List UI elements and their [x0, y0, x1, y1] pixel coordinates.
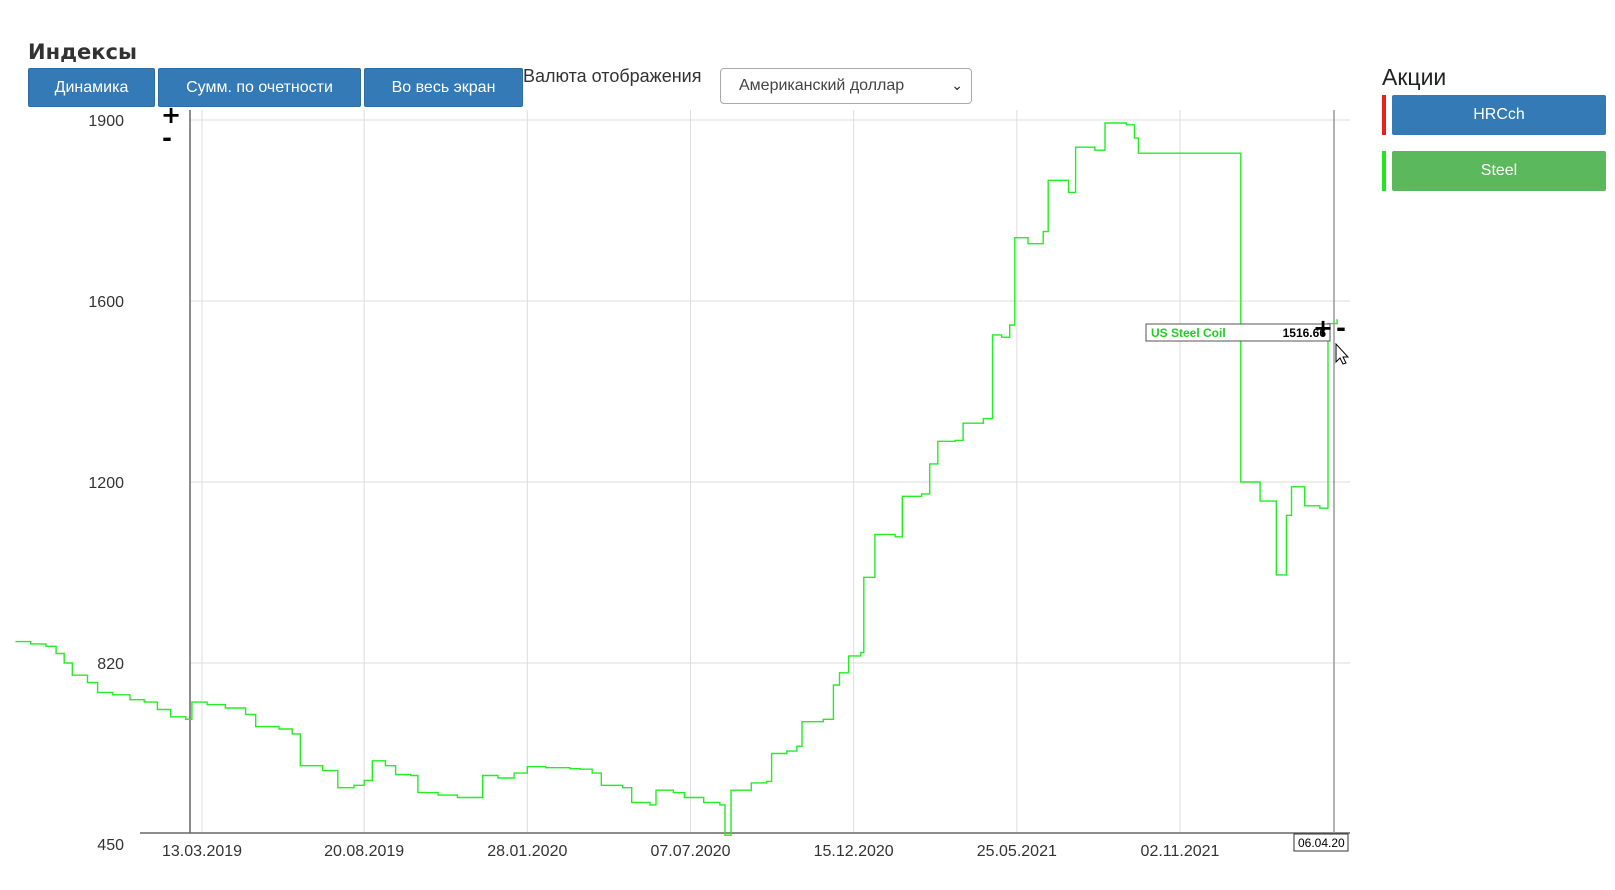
stock-item-steel[interactable]: Steel [1382, 151, 1606, 191]
y-tick-label: 1600 [88, 294, 124, 311]
y-tick-label: 450 [97, 837, 124, 854]
series-line-us-steel-coil[interactable] [15, 122, 1338, 836]
chart-grid [190, 110, 1350, 833]
stock-button-steel[interactable]: Steel [1392, 151, 1606, 191]
chevron-down-icon: ⌄ [951, 77, 963, 93]
x-tick-label: 02.11.2021 [1141, 843, 1220, 860]
tooltip: US Steel Coil 1516.66 [1145, 323, 1331, 342]
currency-select[interactable]: Американский доллар ⌄ [720, 68, 972, 104]
stock-color-flag [1382, 151, 1386, 191]
cursor-icon [1335, 342, 1350, 365]
tooltip-value: 1516.66 [1283, 326, 1327, 340]
y-tick-label: 1200 [88, 475, 124, 492]
x-tick-label: 28.01.2020 [487, 843, 567, 860]
x-tick-label: 13.03.2019 [162, 843, 242, 860]
x-axis-ticks: 13.03.2019 20.08.2019 28.01.2020 07.07.2020… [162, 843, 1220, 860]
x-tick-label: 15.12.2020 [814, 843, 894, 860]
zoom-in-icon[interactable]: + [161, 101, 181, 129]
sum-by-order-button[interactable]: Сумм. по очетности [158, 68, 361, 107]
stocks-title: Акции [1382, 64, 1447, 90]
y-tick-label: 1900 [88, 113, 124, 130]
page-title: Индексы [28, 40, 137, 64]
x-tick-label: 20.08.2019 [324, 843, 404, 860]
date-readout-value: 06.04.20 [1298, 836, 1345, 850]
y-tick-label: 820 [97, 656, 124, 673]
stock-item-hrcch[interactable]: HRCch [1382, 95, 1606, 135]
stock-color-flag [1382, 95, 1386, 135]
series-zoom-out-icon[interactable]: - [1336, 314, 1346, 342]
series-zoom-in-icon[interactable]: + [1313, 314, 1333, 342]
dynamics-button[interactable]: Динамика [28, 68, 155, 107]
y-axis-ticks: 1900 1600 1200 820 450 [88, 113, 124, 854]
series-group [15, 122, 1338, 836]
currency-select-value: Американский доллар [739, 77, 905, 94]
tooltip-series-name: US Steel Coil [1151, 326, 1226, 340]
x-tick-label: 07.07.2020 [650, 843, 730, 860]
stock-button-hrcch[interactable]: HRCch [1392, 95, 1606, 135]
fullscreen-button[interactable]: Во весь экран [364, 68, 523, 107]
x-tick-label: 25.05.2021 [977, 843, 1057, 860]
zoom-out-icon[interactable]: - [162, 124, 172, 152]
date-readout: 06.04.20 [1293, 833, 1349, 852]
currency-label: Валюта отображения [523, 66, 702, 86]
